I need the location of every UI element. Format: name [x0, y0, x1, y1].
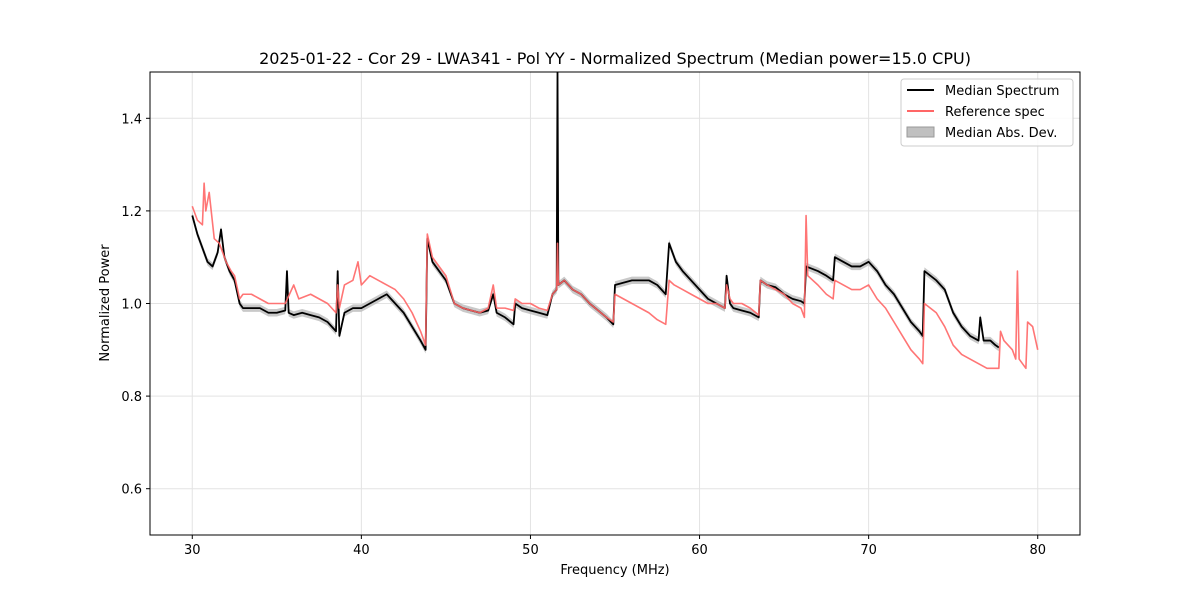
x-tick-label: 60 [691, 543, 708, 558]
x-tick-label: 50 [522, 543, 539, 558]
legend-mad-swatch [906, 126, 935, 138]
x-tick-label: 30 [184, 543, 201, 558]
legend-reference-spec-label: Reference spec [945, 105, 1045, 120]
y-tick-label: 1.2 [121, 205, 142, 220]
legend-box [900, 78, 1074, 147]
legend: Median Spectrum Reference spec Median Ab… [900, 78, 1074, 147]
x-tick-label: 40 [353, 543, 370, 558]
x-axis-ticks: 30 40 50 60 70 80 [184, 535, 1046, 558]
y-axis-ticks: 0.6 0.8 1.0 1.2 1.4 [121, 112, 150, 498]
x-tick-label: 80 [1029, 543, 1046, 558]
y-axis-label: Normalized Power [98, 244, 113, 362]
series-layer [191, 72, 1039, 370]
series-reference-spec [191, 182, 1039, 370]
y-tick-label: 0.6 [121, 483, 142, 498]
legend-mad-label: Median Abs. Dev. [945, 126, 1057, 141]
y-tick-label: 1.4 [121, 112, 142, 127]
y-tick-label: 0.8 [121, 390, 142, 405]
legend-median-spectrum-label: Median Spectrum [945, 84, 1059, 99]
y-tick-label: 1.0 [121, 298, 142, 313]
x-axis-label: Frequency (MHz) [560, 563, 669, 578]
chart-title: 2025-01-22 - Cor 29 - LWA341 - Pol YY - … [259, 49, 971, 68]
x-tick-label: 70 [860, 543, 877, 558]
